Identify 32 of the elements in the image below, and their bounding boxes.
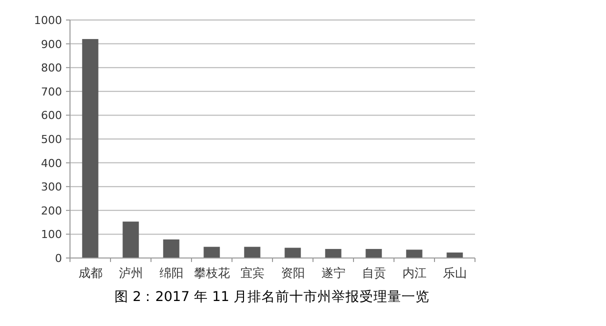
y-tick-label: 1000 (34, 14, 62, 27)
bar (163, 239, 180, 258)
x-tick-label: 宜宾 (240, 266, 264, 280)
y-tick-label: 800 (41, 62, 62, 75)
y-tick-label: 400 (41, 156, 62, 170)
x-tick-label: 内江 (402, 266, 426, 280)
bar (284, 248, 301, 258)
y-tick-label: 300 (41, 180, 62, 194)
text: 图 2：2017 年 11 月排名前十市州举报受理量一览 (114, 289, 430, 305)
x-tick-label: 资阳 (280, 266, 305, 280)
x-tick-label: 自贡 (362, 266, 386, 280)
bar (204, 246, 220, 258)
y-tick-label: 700 (41, 85, 62, 98)
x-tick-label: 泸州 (118, 266, 143, 280)
bar (446, 252, 463, 258)
y-tick-label: 0 (55, 252, 62, 265)
x-tick-label: 乐山 (442, 266, 467, 280)
x-tick-label: 成都 (78, 266, 102, 280)
y-tick-label: 500 (41, 133, 62, 146)
bar (406, 250, 422, 258)
bar (325, 248, 342, 258)
bar (244, 246, 260, 258)
y-tick-label: 100 (41, 228, 62, 242)
y-tick-label: 200 (41, 204, 62, 218)
y-tick-label: 600 (41, 109, 62, 122)
y-tick-label: 900 (41, 38, 62, 51)
bar (82, 39, 98, 258)
x-tick-label: 遂宁 (321, 266, 346, 280)
bar (366, 248, 382, 258)
x-tick-label: 绵阳 (159, 266, 184, 280)
x-tick-label: 攀枝花 (194, 266, 230, 280)
bar (122, 222, 139, 258)
